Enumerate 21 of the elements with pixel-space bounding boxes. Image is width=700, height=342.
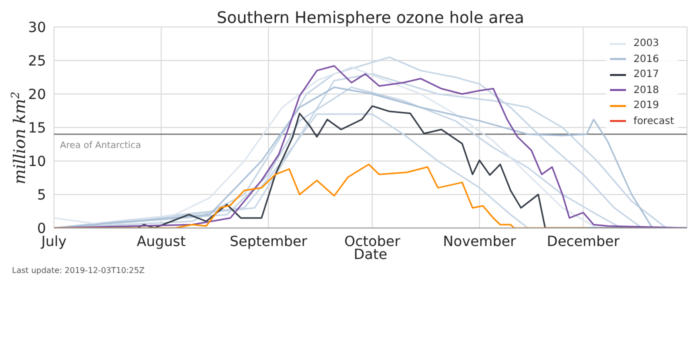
y-tick-label: 5 [37,187,46,204]
legend-label: 2003 [634,38,659,50]
chart-title: Southern Hemisphere ozone hole area [216,8,526,27]
y-tick-label: 25 [28,53,46,70]
y-tick-label: 30 [28,20,46,36]
x-tick-label: November [443,234,516,250]
legend-label: 2018 [634,84,659,96]
legend-label: forecast [634,116,674,127]
x-tick-label: September [230,234,308,250]
x-tick-label: October [344,234,400,250]
x-axis-title: Date [354,247,388,263]
y-tick-label: 15 [28,120,46,136]
ref-line-label: Area of Antarctica [60,141,141,152]
legend-label: 2019 [634,100,659,112]
text: Last update: 2019-12-03T10:25Z [12,266,145,275]
y-tick-label: 10 [28,154,46,170]
y-tick-label: 20 [28,86,46,103]
x-tick-label: August [136,234,186,250]
legend-label: 2016 [634,54,659,65]
legend-label: 2017 [634,69,659,80]
x-tick-label: December [546,234,620,250]
